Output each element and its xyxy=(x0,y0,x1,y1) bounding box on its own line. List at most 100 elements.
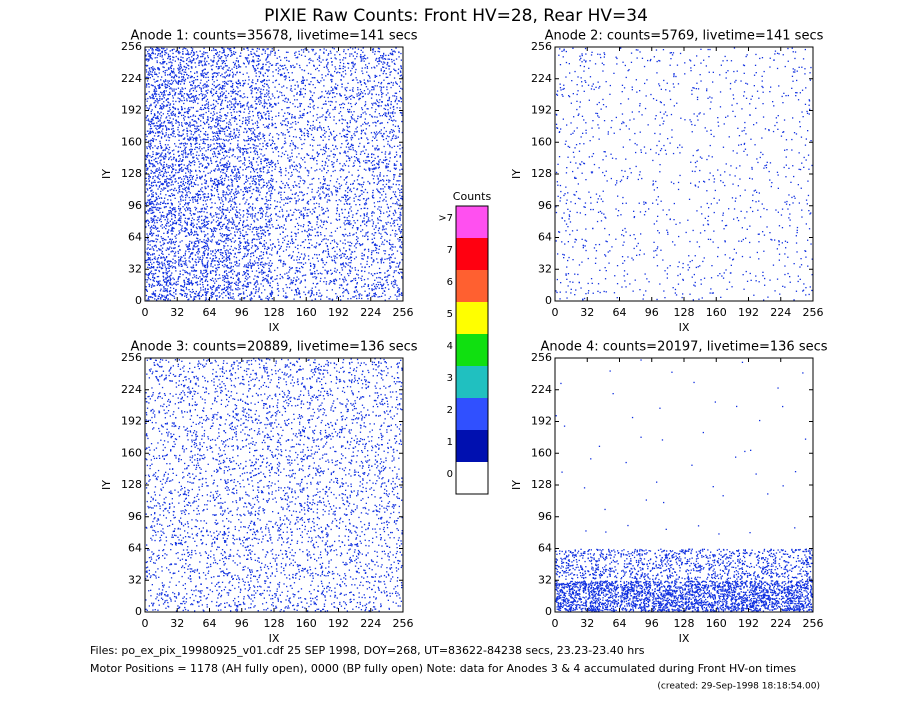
count-dot xyxy=(362,150,364,152)
count-dot xyxy=(206,166,208,168)
count-dot xyxy=(356,179,359,181)
count-dot xyxy=(265,278,267,280)
count-dot xyxy=(262,279,264,281)
count-dot xyxy=(232,149,235,151)
count-dot xyxy=(397,145,399,147)
count-dot xyxy=(164,168,166,171)
count-dot xyxy=(210,270,212,272)
count-dot xyxy=(341,252,344,255)
count-dot xyxy=(206,156,208,158)
count-dot xyxy=(268,267,270,270)
count-dot xyxy=(189,255,191,257)
count-dot xyxy=(196,146,198,149)
count-dot xyxy=(399,180,401,182)
count-dot xyxy=(261,198,264,200)
count-dot xyxy=(196,200,199,202)
count-dot xyxy=(296,256,298,258)
count-dot xyxy=(234,201,236,204)
count-dot xyxy=(193,219,195,221)
count-dot xyxy=(401,191,403,193)
count-dot xyxy=(160,288,162,290)
count-dot xyxy=(366,212,368,214)
density-cell xyxy=(242,142,274,174)
density-cell xyxy=(306,205,338,238)
count-dot xyxy=(228,149,230,151)
count-dot xyxy=(343,265,345,267)
count-dot xyxy=(307,255,310,257)
count-dot xyxy=(256,150,258,153)
count-dot xyxy=(229,238,231,241)
count-dot xyxy=(207,195,209,198)
count-dot xyxy=(376,258,378,260)
count-dot xyxy=(268,270,270,272)
count-dot xyxy=(382,227,384,229)
count-dot xyxy=(192,157,194,159)
count-dot xyxy=(229,292,231,294)
count-dot xyxy=(186,246,188,248)
count-dot xyxy=(200,226,202,228)
count-dot xyxy=(227,284,230,286)
count-dot xyxy=(238,259,240,261)
count-dot xyxy=(291,238,293,240)
count-dot xyxy=(178,259,180,261)
count-dot xyxy=(150,286,153,288)
count-dot xyxy=(177,283,179,285)
count-dot xyxy=(182,269,184,271)
count-dot xyxy=(206,274,208,276)
count-dot xyxy=(198,166,200,168)
count-dot xyxy=(398,290,400,293)
count-dot xyxy=(150,159,153,162)
count-dot xyxy=(303,180,306,182)
count-dot xyxy=(196,227,198,230)
count-dot xyxy=(401,243,403,245)
count-dot xyxy=(286,210,288,212)
count-dot xyxy=(359,153,362,155)
count-dot xyxy=(312,282,314,285)
count-dot xyxy=(401,253,403,255)
count-dot xyxy=(147,297,149,299)
count-dot xyxy=(168,195,170,197)
count-dot xyxy=(243,187,246,189)
count-dot xyxy=(169,282,171,284)
count-dot xyxy=(188,187,190,190)
count-dot xyxy=(325,242,327,245)
count-dot xyxy=(399,194,401,197)
count-dot xyxy=(210,214,212,216)
count-dot xyxy=(219,149,222,151)
count-dot xyxy=(168,241,170,243)
count-dot xyxy=(175,284,178,286)
count-dot xyxy=(186,191,188,194)
count-dot xyxy=(339,152,341,155)
count-dot xyxy=(167,151,169,153)
count-dot xyxy=(396,262,398,264)
count-dot xyxy=(389,243,391,245)
count-dot xyxy=(318,243,320,245)
count-dot xyxy=(146,188,148,190)
count-dot xyxy=(342,292,344,294)
count-dot xyxy=(245,168,247,170)
count-dot xyxy=(346,284,348,286)
count-dot xyxy=(280,194,282,196)
count-dot xyxy=(215,289,217,291)
count-dot xyxy=(160,201,162,203)
count-dot xyxy=(389,262,391,264)
count-dot xyxy=(218,222,220,224)
count-dot xyxy=(256,233,258,235)
count-dot xyxy=(225,225,228,227)
count-dot xyxy=(237,185,239,187)
count-dot xyxy=(148,277,150,280)
count-dot xyxy=(163,298,165,301)
count-dot xyxy=(193,296,195,298)
count-dot xyxy=(211,221,213,223)
count-dot xyxy=(364,223,366,225)
count-dot xyxy=(319,188,322,190)
count-dot xyxy=(172,168,174,171)
count-dot xyxy=(264,262,266,264)
count-dot xyxy=(389,157,391,159)
count-dot xyxy=(261,226,263,228)
count-dot xyxy=(161,224,163,226)
count-dot xyxy=(193,182,195,184)
count-dot xyxy=(243,273,246,275)
count-dot xyxy=(207,148,209,151)
count-dot xyxy=(189,261,191,263)
